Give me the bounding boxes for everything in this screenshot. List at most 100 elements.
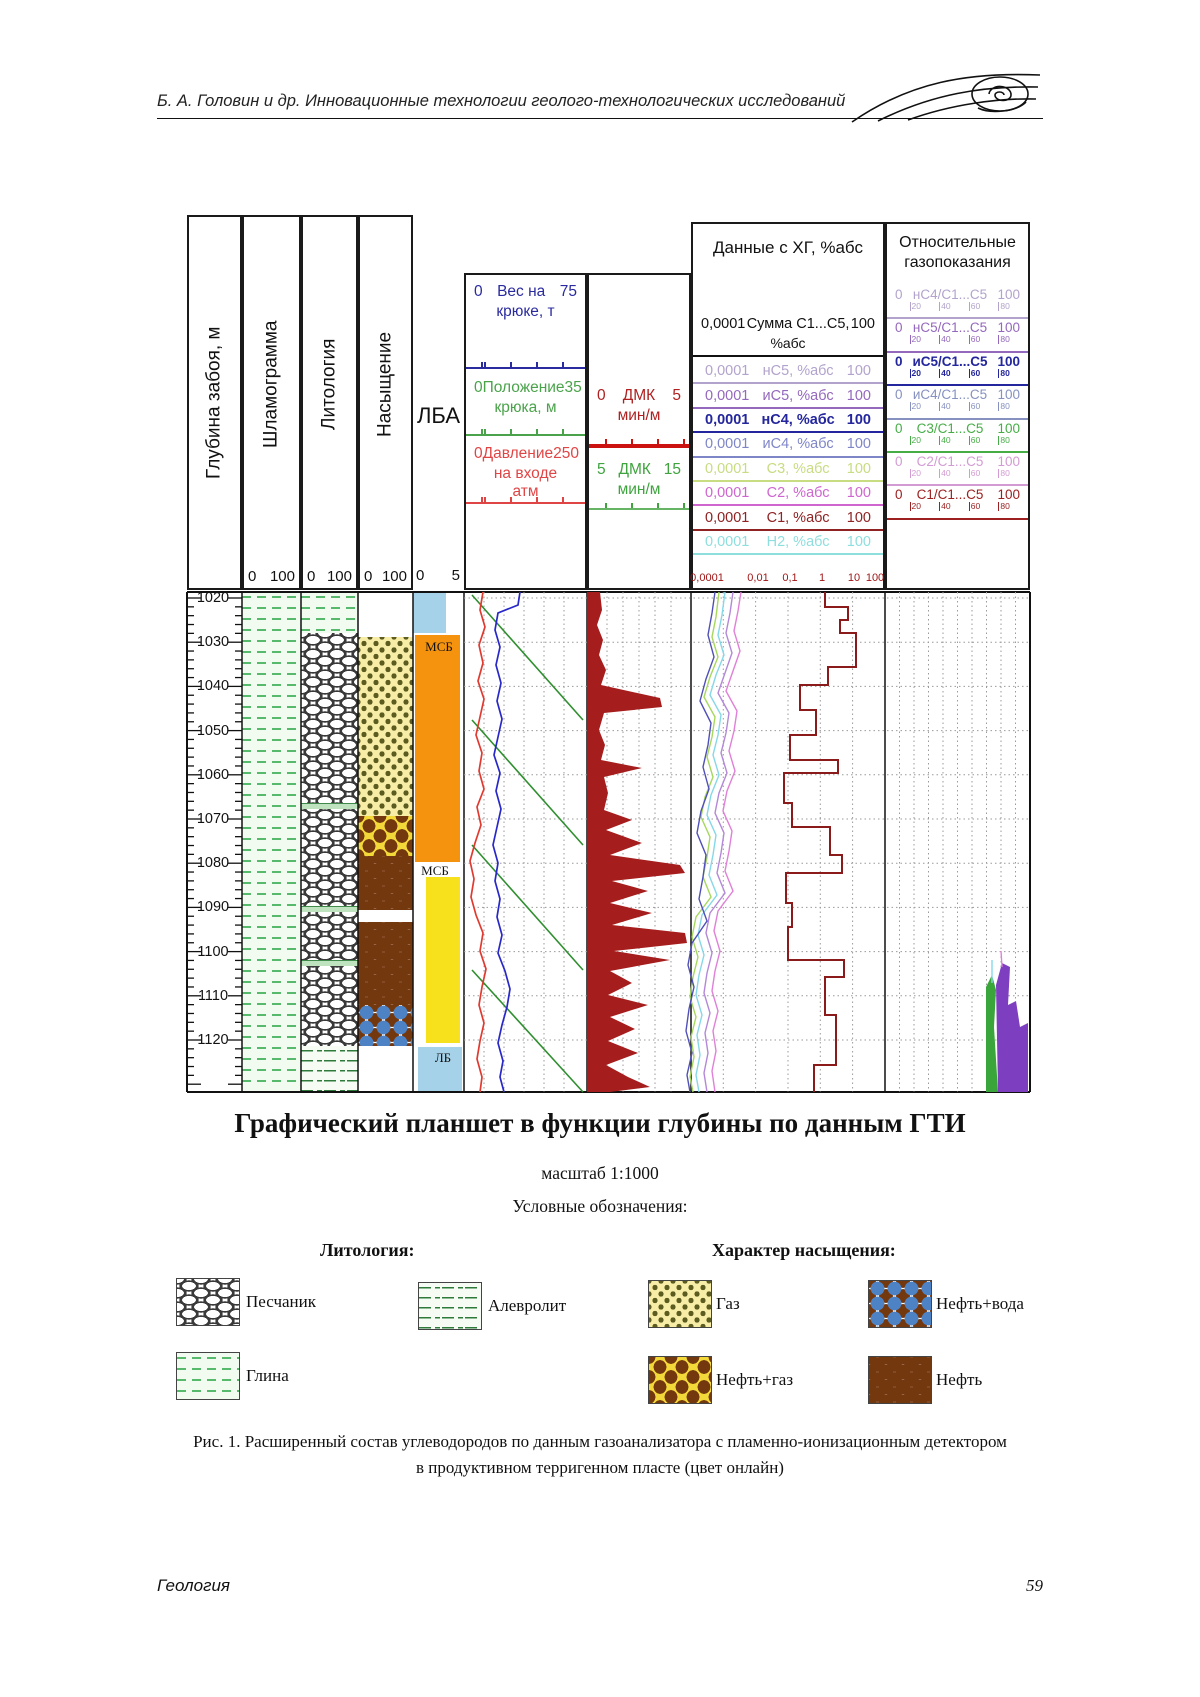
rel-row-min: 0	[895, 387, 903, 403]
rel-row-label: иС4/С1...С5	[912, 387, 988, 403]
rel-row-max: 100	[997, 420, 1020, 436]
hg-row-label: иС4, %абс	[762, 436, 834, 453]
weight-axis-ticks	[472, 362, 579, 367]
hg-row-max: 100	[846, 411, 871, 428]
scale-max: 100	[269, 568, 295, 585]
pressure-units: на входе	[493, 465, 558, 482]
tick-label: 80	[998, 501, 1010, 512]
pressure-curve	[469, 591, 487, 1093]
rel-row-min: 0	[895, 287, 903, 302]
tick-label: 20	[909, 401, 922, 412]
curve-label: Положение	[482, 379, 565, 396]
sat-oil-water	[358, 1005, 413, 1046]
tick-label: 40	[939, 367, 951, 378]
relgas-curve-row: 0 С3/С1...С5 100 20 40 60 80	[887, 420, 1028, 453]
depth-label: 1020	[196, 590, 230, 606]
legend-swatch-siltstone	[418, 1282, 482, 1330]
figure-caption-line1: Рис. 1. Расширенный состав углеводородов…	[193, 1432, 1007, 1451]
tick-label: 60	[968, 334, 981, 345]
c4-curve	[685, 591, 716, 1093]
dmk1-axis-ticks	[593, 439, 685, 444]
dmk2-row: 5 ДМК 15	[589, 461, 689, 479]
legend-heading: Условные обозначения:	[512, 1196, 688, 1216]
legend-label-oil-water: Нефть+вода	[936, 1294, 1024, 1313]
hg-row-label: С2, %абс	[766, 485, 830, 502]
rel-row-label: иС5/С1...С5	[912, 353, 988, 369]
hg-row-label: Н2, %абс	[766, 533, 830, 550]
hg-row-min: 0,0001	[705, 533, 750, 550]
hg-curve-rows: 0,0001 нС5, %абс 100 0,0001 иС5, %абс 100 0,00…	[693, 360, 883, 556]
rel-row-label: нС5/С1...С5	[912, 320, 988, 336]
tick-label: 20	[909, 501, 922, 512]
figure-caption-line2: в продуктивном терригенном пласте (цвет …	[416, 1458, 784, 1477]
rel-row-max: 100	[997, 320, 1020, 336]
track-header-depth: Глубина забоя, м	[187, 215, 242, 590]
dmk1-units: мин/м	[617, 407, 661, 424]
dmk2-units: мин/м	[617, 481, 661, 498]
curve-max: 250	[553, 445, 579, 462]
tick-label: 40	[939, 501, 951, 512]
lith-interlayer	[301, 960, 358, 966]
hg-row-max: 100	[846, 436, 871, 453]
tick-label: 40	[939, 334, 951, 345]
hg-row-max: 100	[846, 460, 871, 477]
log-curves-canvas	[186, 591, 1031, 1093]
depth-label: 1050	[196, 722, 230, 739]
lba-title: ЛБА	[416, 403, 461, 428]
rel-row-label: С3/С1...С5	[916, 420, 984, 436]
h2-curve	[695, 591, 726, 1093]
hook-position-curve	[471, 594, 584, 1093]
scale-min: 0	[416, 567, 425, 584]
legend-swatch-oil-water	[868, 1280, 932, 1328]
ornament-swirl-icon	[851, 73, 1041, 123]
hg-row-label: нС5, %абс	[762, 363, 834, 380]
sat-oil	[358, 856, 413, 910]
c2-curve	[711, 591, 742, 1093]
weight-axis	[466, 367, 585, 369]
rel-row-ticks: 20 40 60 80	[887, 302, 1028, 313]
curve-max: 15	[663, 461, 681, 478]
curve-min: 0	[474, 283, 483, 300]
rel-row-ticks: 20 40 60 80	[887, 434, 1028, 447]
figure-title: Графический планшет в функции глубины по…	[234, 1108, 966, 1138]
tick-label: 20	[909, 334, 922, 345]
hg-title: Данные с ХГ, %абс	[713, 238, 863, 257]
tick-label: 60	[968, 467, 981, 478]
hook-axis	[466, 434, 585, 436]
relgas-curve-row: 0 иС4/С1...С5 100 20 40 60 80	[887, 386, 1028, 420]
lba-blue-lb	[418, 1047, 462, 1092]
rel-row-min: 0	[895, 453, 903, 469]
depth-label: 1030	[196, 634, 230, 651]
tick-label: 40	[939, 434, 951, 445]
legend-label-sandstone: Песчаник	[246, 1292, 317, 1311]
hg-row-max: 100	[846, 485, 871, 502]
legend-label-gas: Газ	[716, 1294, 740, 1313]
relgas-green-fill	[986, 975, 998, 1092]
hg-row-min: 0,0001	[705, 509, 750, 526]
legend-label-siltstone: Алевролит	[488, 1296, 567, 1315]
pressure-axis-ticks	[472, 497, 579, 502]
dmk2-axis-ticks	[593, 503, 685, 508]
rel-row-label: С2/С1...С5	[916, 453, 984, 469]
hg-axis-label: 0,1	[782, 572, 798, 584]
hg-row-max: 100	[846, 363, 871, 380]
lba-zone-label-msb1: МСБ	[425, 639, 453, 654]
header-rule	[157, 118, 1043, 119]
footer-page-number: 59	[1026, 1576, 1043, 1595]
hg-curve-row: 0,0001 Н2, %абс 100	[693, 531, 883, 556]
hg-sum-axis	[693, 355, 883, 357]
sat-oil	[358, 922, 413, 1005]
curve-label: Сумма С1...С5,	[746, 316, 850, 332]
hg-row-max: 100	[846, 509, 871, 526]
rel-row-min: 0	[895, 420, 903, 436]
legend-swatch-oil	[868, 1356, 932, 1404]
track-header-dmk: 0 ДМК 5 мин/м 5 ДМК 15 мин/м	[587, 273, 691, 590]
hg-curve-row: 0,0001 нС4, %абс 100	[693, 409, 883, 434]
curve-max: 100	[850, 316, 875, 332]
pressure-axis	[466, 502, 585, 504]
curve-min: 5	[597, 461, 606, 478]
depth-label: 1120	[197, 1032, 229, 1048]
rel-row-ticks: 20 40 60 80	[887, 467, 1028, 480]
scale-min: 0	[307, 568, 316, 585]
